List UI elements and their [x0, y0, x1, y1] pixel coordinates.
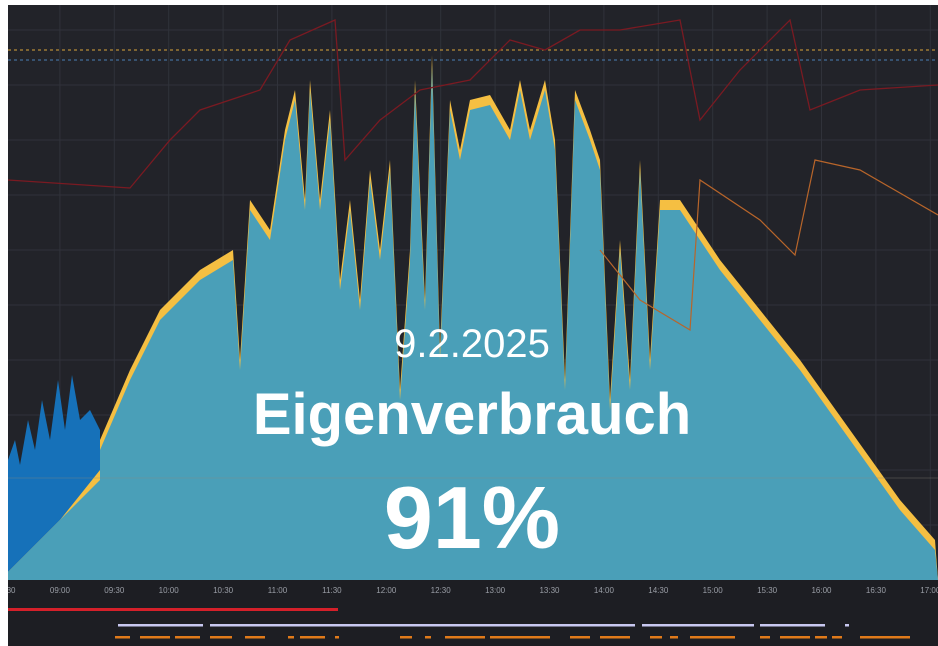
- heading: Eigenverbrauch: [253, 382, 691, 447]
- time-label: 13:30: [539, 586, 560, 595]
- segment: [760, 624, 825, 627]
- segment: [118, 624, 203, 627]
- segment: [210, 624, 635, 627]
- time-label: 14:00: [594, 586, 615, 595]
- status-bar: [8, 608, 338, 611]
- segment: [860, 636, 910, 639]
- time-label: 08:30: [0, 586, 16, 595]
- value: 91%: [384, 468, 560, 567]
- segment: [832, 636, 842, 639]
- time-label: 13:00: [485, 586, 506, 595]
- time-label: 15:30: [757, 586, 778, 595]
- segment: [245, 636, 265, 639]
- time-label: 14:30: [648, 586, 669, 595]
- segment: [815, 636, 827, 639]
- time-axis: 08:30 09:00 09:30 10:00 10:30 11:00 11:30 12:00…: [0, 586, 938, 595]
- time-label: 09:30: [104, 586, 125, 595]
- segment: [642, 624, 754, 627]
- status-segments: [118, 624, 849, 627]
- time-label: 11:00: [268, 586, 288, 595]
- segment: [288, 636, 294, 639]
- segment: [600, 636, 630, 639]
- time-label: 17:00: [920, 586, 938, 595]
- segment: [690, 636, 735, 639]
- segment: [650, 636, 662, 639]
- segment: [780, 636, 810, 639]
- time-label: 16:30: [866, 586, 887, 595]
- segment: [760, 636, 770, 639]
- segment: [425, 636, 431, 639]
- time-label: 11:30: [322, 586, 342, 595]
- time-label: 10:00: [159, 586, 180, 595]
- timeline-strip: [8, 580, 938, 646]
- time-label: 15:00: [703, 586, 724, 595]
- segment: [210, 636, 232, 639]
- time-label: 10:30: [213, 586, 234, 595]
- time-label: 09:00: [50, 586, 71, 595]
- segment: [300, 636, 325, 639]
- segment: [445, 636, 485, 639]
- segment: [335, 636, 339, 639]
- consumption-area: [8, 65, 938, 580]
- segment: [400, 636, 412, 639]
- segment: [490, 636, 550, 639]
- time-label: 16:00: [811, 586, 832, 595]
- soc-line: [8, 18, 938, 189]
- time-label: 12:00: [376, 586, 397, 595]
- status-segments: [115, 636, 910, 639]
- segment: [845, 624, 849, 627]
- segment: [140, 636, 170, 639]
- segment: [115, 636, 130, 639]
- date: 9.2.2025: [394, 322, 550, 366]
- segment: [570, 636, 590, 639]
- chart-panel: 08:30 09:00 09:30 10:00 10:30 11:00 11:30 12:00…: [0, 5, 938, 646]
- segment: [670, 636, 678, 639]
- segment: [175, 636, 200, 639]
- temperature-line: [599, 159, 938, 332]
- time-label: 12:30: [431, 586, 452, 595]
